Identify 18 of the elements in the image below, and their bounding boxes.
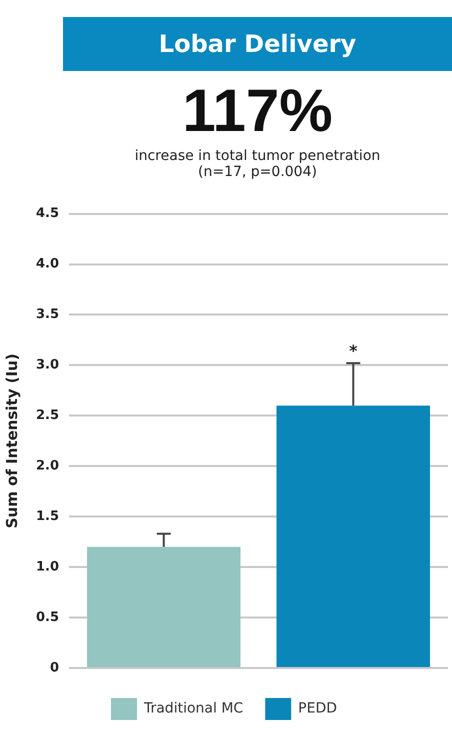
text: increase in total tumor penetration bbox=[134, 148, 382, 164]
y-axis-title: Sum of Intensity (Iu) bbox=[2, 353, 21, 528]
legend-label: PEDD bbox=[298, 700, 338, 717]
chart-subtitle: 117% bbox=[181, 77, 334, 144]
text: (n=17, p=0.004) bbox=[197, 164, 318, 180]
legend-label: Traditional MC bbox=[142, 700, 244, 717]
y-tick-label: 3.0 bbox=[36, 358, 60, 373]
y-tick-label: 0 bbox=[50, 660, 60, 676]
chart-title: Lobar Delivery bbox=[63, 17, 452, 71]
y-tick-label: 4.0 bbox=[36, 256, 60, 272]
y-tick-label: 2.0 bbox=[36, 458, 60, 474]
y-tick-label: 0.5 bbox=[36, 610, 60, 625]
annotation: * bbox=[349, 341, 358, 360]
y-tick-label: 2.5 bbox=[36, 408, 60, 424]
y-tick-label: 4.5 bbox=[36, 206, 60, 222]
y-tick-label: 1.5 bbox=[36, 508, 60, 524]
y-tick-label: 1.0 bbox=[36, 559, 60, 574]
y-tick-label: 3.5 bbox=[36, 307, 60, 322]
